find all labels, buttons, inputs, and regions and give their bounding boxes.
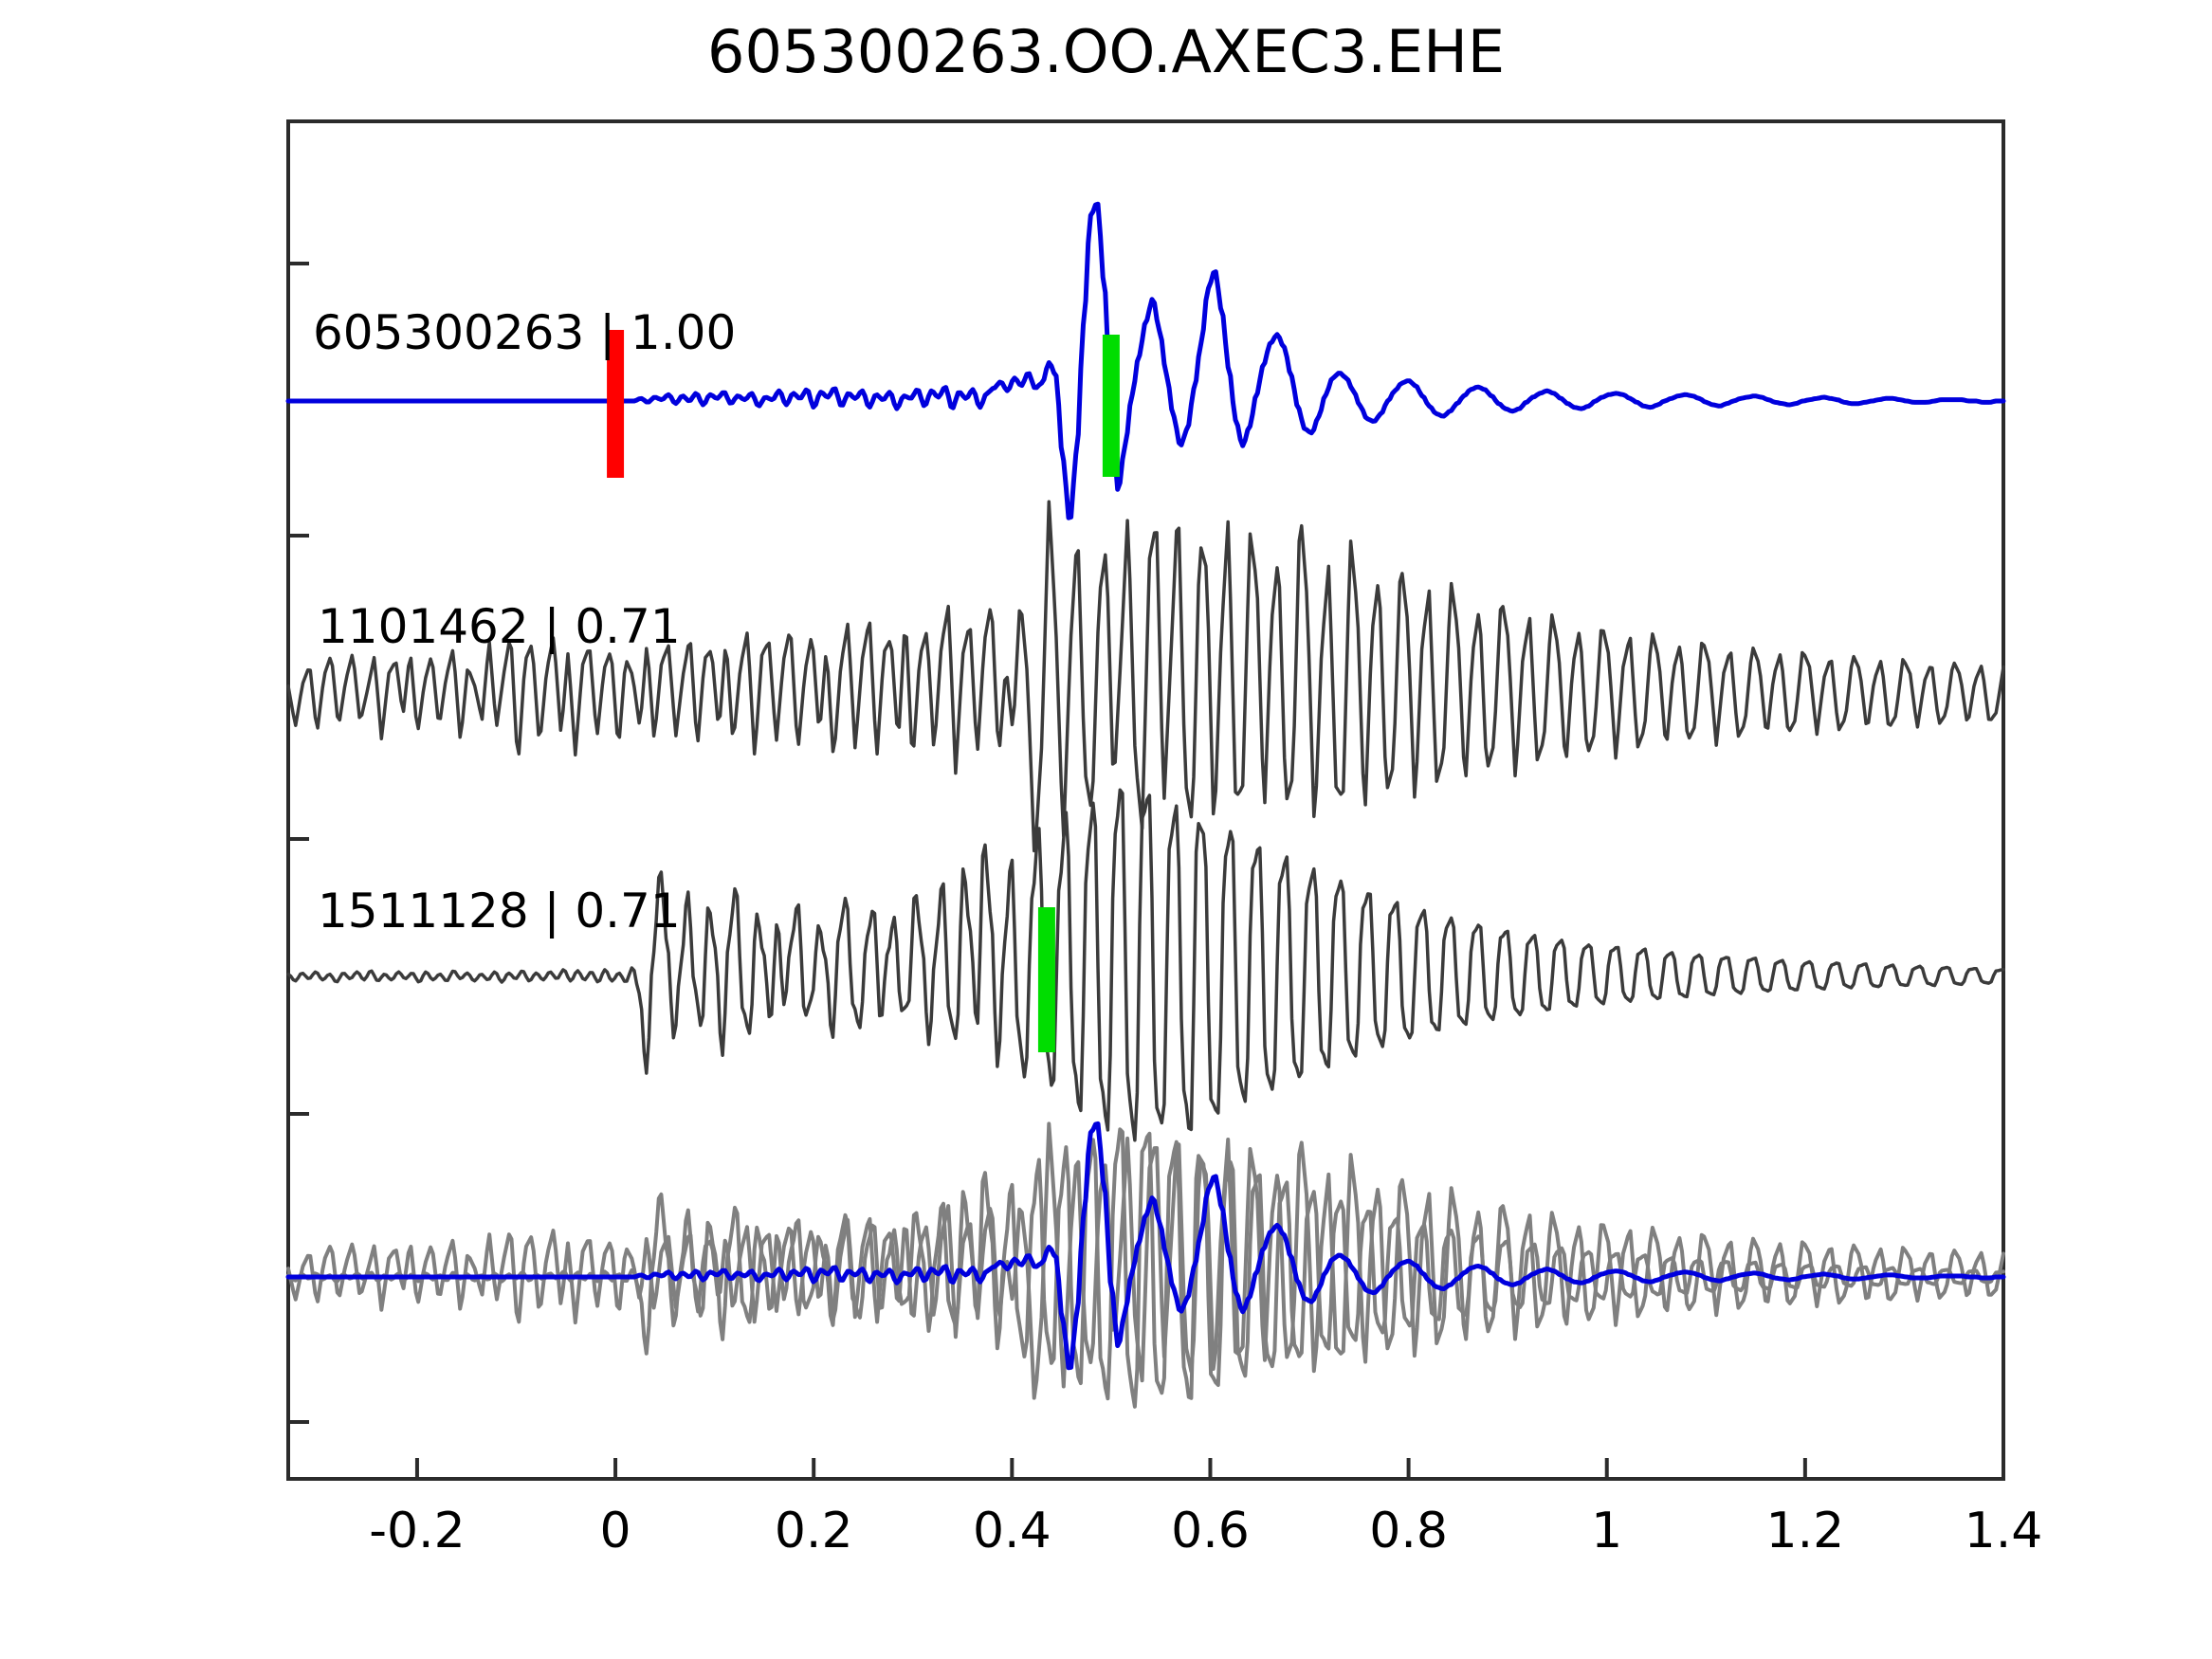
overlay-waveform-1101462	[286, 1121, 2005, 1400]
waveform-605300263	[285, 201, 2006, 520]
x-tick-label: -0.2	[369, 1503, 465, 1559]
x-tick-label: 0.2	[775, 1503, 853, 1559]
pick-markers-group	[607, 330, 1120, 1052]
x-tick-label: 1	[1591, 1503, 1622, 1559]
trace-label-1101462: 1101462 | 0.71	[318, 599, 681, 654]
waveform-1101462	[286, 500, 2005, 853]
x-tick-label: 1.2	[1766, 1503, 1845, 1559]
x-tick-label: 0	[600, 1503, 631, 1559]
overlay-waveform-605300263	[285, 1121, 2006, 1371]
waveform-group	[285, 201, 2006, 1409]
page-title: 605300263.OO.AXEC3.EHE	[707, 17, 1505, 86]
plot-frame	[286, 119, 2005, 1481]
x-tick-label: 0.4	[973, 1503, 1051, 1559]
trace-label-605300263: 605300263 | 1.00	[313, 305, 736, 360]
y-axis-ticks	[288, 262, 309, 1424]
waveform-1511128	[286, 788, 2005, 1142]
trace-label-1511128: 1511128 | 0.71	[318, 884, 681, 939]
x-tick-label: 0.6	[1171, 1503, 1250, 1559]
x-tick-label: 0.8	[1369, 1503, 1448, 1559]
x-axis-ticks: -0.2 0 0.2 0.4 0.6 0.8 1 1.2 1.4	[369, 1458, 2042, 1559]
x-tick-label: 1.4	[1965, 1503, 2043, 1559]
